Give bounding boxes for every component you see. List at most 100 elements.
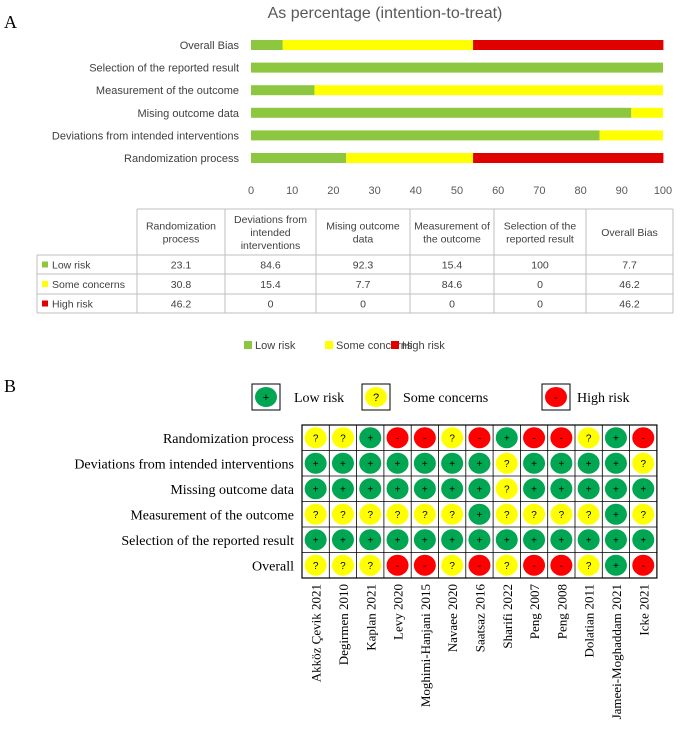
rating-symbol: +: [640, 484, 646, 495]
rating-symbol: -: [532, 433, 535, 444]
legend-label: Some concerns: [403, 391, 488, 406]
rating-circle: [304, 554, 327, 576]
table-row-label: High risk: [52, 299, 94, 311]
rating-symbol: +: [395, 484, 401, 495]
rating-symbol: +: [640, 535, 646, 546]
rating-circle: [304, 529, 327, 551]
rating-symbol: +: [313, 459, 319, 470]
domain-label: Measurement of the outcome: [130, 508, 294, 523]
x-tick-label: 20: [327, 185, 339, 197]
table-row-swatch: [42, 300, 48, 307]
rating-circle: [413, 529, 436, 551]
rating-symbol: -: [423, 433, 426, 444]
rating-circle: [441, 503, 464, 525]
domain-label: Randomization process: [163, 432, 294, 447]
rating-circle: [331, 503, 354, 525]
category-label: Randomization process: [124, 153, 239, 165]
rating-circle: [577, 478, 600, 500]
legend-swatch: [244, 341, 252, 349]
table-cell: 46.2: [171, 299, 192, 311]
rating-symbol: +: [422, 535, 428, 546]
rating-circle: [441, 452, 464, 474]
table-cell: 46.2: [619, 299, 640, 311]
rating-circle: [413, 478, 436, 500]
rating-circle: [550, 554, 573, 576]
rating-symbol: +: [477, 510, 483, 521]
rating-symbol: ?: [531, 510, 537, 521]
rating-symbol: +: [422, 459, 428, 470]
domain-label: Deviations from intended interventions: [74, 457, 294, 472]
table-cell: 84.6: [260, 260, 281, 272]
rating-symbol: -: [478, 433, 481, 444]
study-label: Jameei-Moghaddam 2021: [609, 584, 624, 719]
bar-segment: [473, 40, 664, 50]
rating-symbol: ?: [586, 510, 592, 521]
rating-circle: [331, 554, 354, 576]
bar-segment: [251, 130, 600, 141]
rating-circle: [495, 503, 518, 525]
legend-label: High risk: [402, 340, 445, 352]
bar-segment: [251, 85, 315, 96]
rating-circle: [413, 554, 436, 576]
study-label: Sharifi 2022: [500, 584, 515, 649]
rating-symbol: -: [560, 561, 563, 572]
rating-circle: [331, 427, 354, 449]
rating-circle: [359, 452, 382, 474]
table-cell: 84.6: [442, 279, 463, 291]
rating-symbol: +: [531, 459, 537, 470]
x-tick-label: 60: [492, 185, 504, 197]
rating-circle: [413, 427, 436, 449]
rating-symbol: +: [477, 535, 483, 546]
table-cell: 30.8: [171, 279, 192, 291]
rating-symbol: ?: [313, 510, 319, 521]
rating-circle: [359, 503, 382, 525]
rating-symbol: +: [613, 535, 619, 546]
summary-table: Randomization process Deviations from inten…: [36, 208, 674, 314]
category-label: Mising outcome data: [138, 108, 240, 120]
domain-label: Selection of the reported result: [121, 534, 294, 549]
rating-symbol: ?: [367, 510, 373, 521]
rating-circle: [550, 529, 573, 551]
rating-circle: [359, 427, 382, 449]
rating-symbol: +: [613, 561, 619, 572]
rating-circle: [304, 503, 327, 525]
table-cell: 7.7: [356, 279, 371, 291]
table-row-label: Low risk: [52, 260, 91, 272]
study-label: Peng 2007: [527, 584, 542, 640]
rating-symbol: +: [613, 459, 619, 470]
bar-segment: [599, 130, 663, 141]
rating-symbol: +: [313, 484, 319, 495]
risk-of-bias-grid: Randomization process?? + - -? - + - -? + - Deviat…: [74, 424, 658, 719]
legend-label: Low risk: [255, 340, 296, 352]
rating-symbol: -: [560, 433, 563, 444]
table-cell: 0: [537, 299, 543, 311]
legend-symbol: +: [263, 392, 269, 404]
bar-segment: [631, 107, 663, 118]
rating-symbol: ?: [449, 433, 455, 444]
table-cell: 0: [449, 299, 455, 311]
x-tick-label: 0: [248, 185, 254, 197]
rating-symbol: +: [586, 484, 592, 495]
rating-symbol: -: [478, 561, 481, 572]
rating-circle: [495, 529, 518, 551]
legend-symbol: -: [554, 392, 558, 404]
study-label: Navaee 2020: [445, 584, 460, 652]
table-cell: 0: [268, 299, 274, 311]
panel-a-label: A: [4, 12, 17, 32]
rating-symbol: ?: [640, 510, 646, 521]
rating-circle: [523, 478, 546, 500]
category-label: Deviations from intended interventions: [52, 130, 240, 142]
rating-circle: [413, 452, 436, 474]
rating-circle: [632, 554, 655, 576]
rating-circle: [604, 503, 627, 525]
rating-symbol: +: [340, 484, 346, 495]
study-label: Degirmen 2010: [336, 584, 351, 665]
rating-circle: [550, 452, 573, 474]
chart-title: As percentage (intention-to-treat): [268, 5, 503, 22]
study-label: Saatsaz 2016: [472, 584, 487, 653]
x-tick-label: 50: [451, 185, 463, 197]
rating-circle: [359, 554, 382, 576]
rating-circle: [331, 452, 354, 474]
x-tick-label: 90: [616, 185, 628, 197]
